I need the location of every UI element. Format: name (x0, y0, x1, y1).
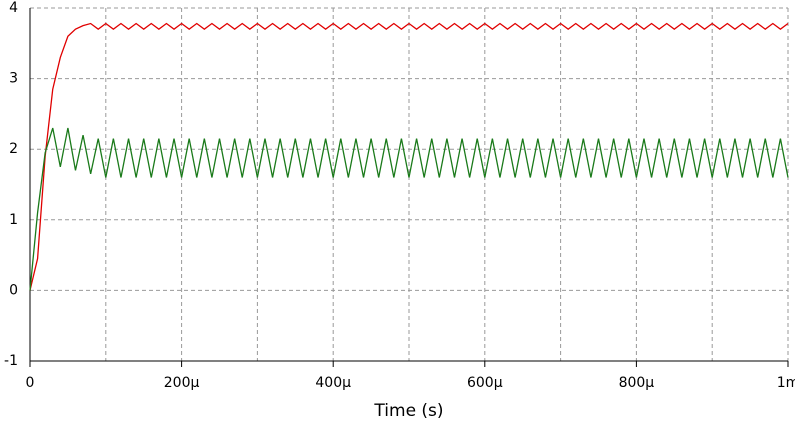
x-tick-label: 1m (777, 375, 795, 391)
y-tick-label: 1 (9, 212, 18, 228)
x-tick-label: 600µ (467, 375, 503, 391)
series-line (29, 127, 789, 291)
x-tick-label: 400µ (315, 375, 351, 391)
y-tick-label: -1 (4, 353, 18, 369)
y-tick-label: 4 (9, 0, 18, 16)
y-tick-label: 2 (9, 141, 18, 157)
x-tick-label: 800µ (619, 375, 655, 391)
x-axis-title: Time (s) (373, 401, 443, 421)
y-tick-label: 3 (9, 71, 18, 87)
series-line (29, 22, 789, 291)
y-tick-label: 0 (9, 282, 18, 298)
x-tick-label: 200µ (164, 375, 200, 391)
x-tick-label: 0 (26, 375, 35, 391)
